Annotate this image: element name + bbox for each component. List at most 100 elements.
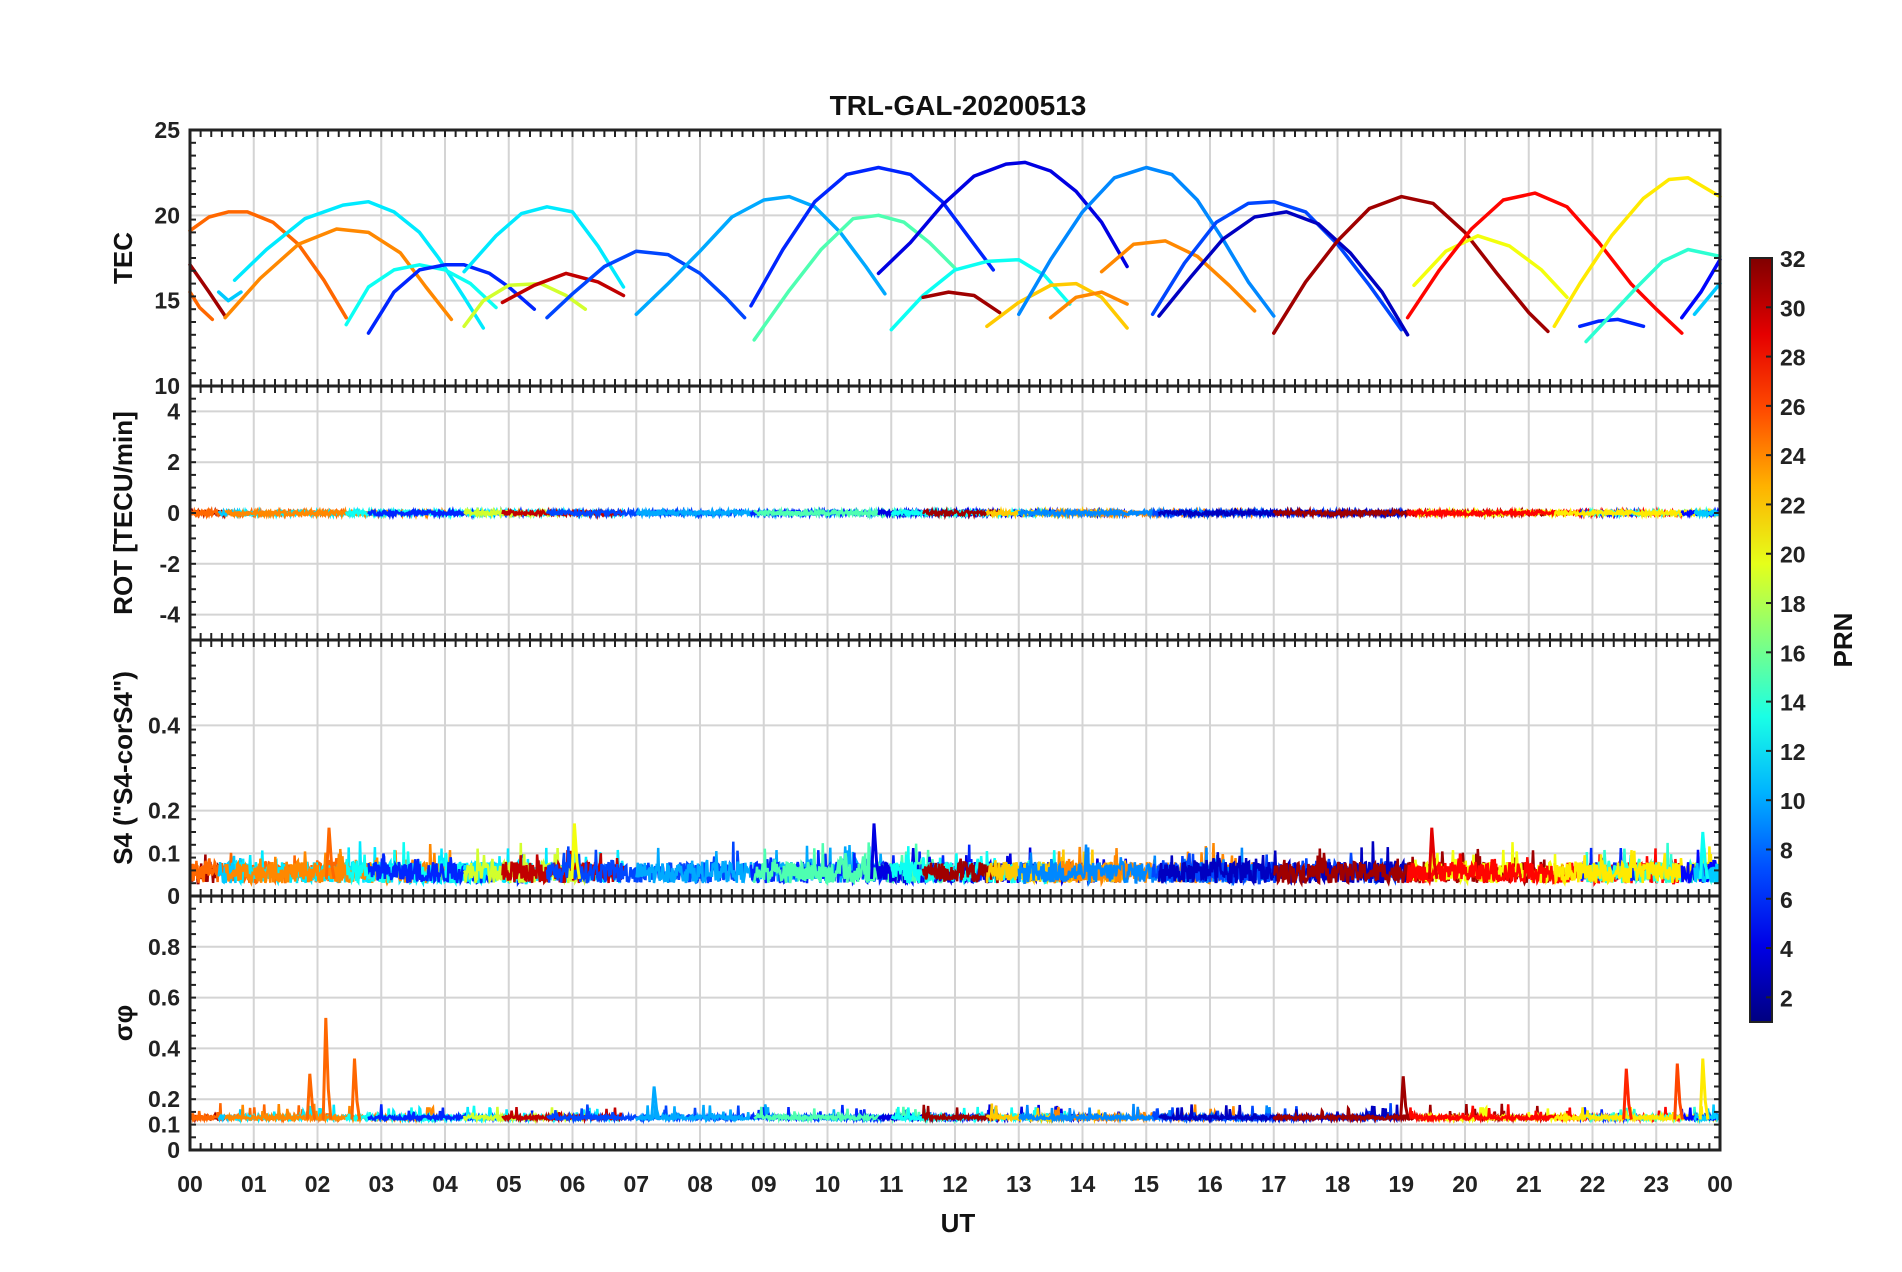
s4-series-prn-31 bbox=[921, 858, 1001, 884]
colorbar-tick-label: 14 bbox=[1780, 690, 1806, 716]
x-tick-label: 20 bbox=[1452, 1171, 1478, 1197]
sigma_phi-peak-prn-10 bbox=[650, 1086, 661, 1120]
panel-tec-data bbox=[188, 160, 1722, 344]
x-tick-label: 10 bbox=[815, 1171, 841, 1197]
y-tick-label: 0.1 bbox=[148, 1112, 180, 1138]
s4-peak-prn-25 bbox=[324, 827, 336, 880]
colorbar-label: PRN bbox=[1828, 613, 1858, 668]
y-tick-label: 0 bbox=[167, 883, 180, 909]
tec-series-prn-31 bbox=[1272, 194, 1550, 335]
panel-s4-data bbox=[188, 823, 1722, 888]
panel-rot-data bbox=[188, 505, 1722, 521]
x-tick-label: 22 bbox=[1580, 1171, 1606, 1197]
tec-series-prn-6 bbox=[366, 263, 537, 335]
colorbar-tick-label: 12 bbox=[1780, 739, 1806, 765]
y-tick-label: 0 bbox=[167, 1137, 180, 1163]
panel-sigma_phi-frame bbox=[188, 894, 1722, 1152]
x-tick-label: 08 bbox=[687, 1171, 713, 1197]
tec-series-prn-15 bbox=[752, 213, 957, 342]
y-tick-label: 15 bbox=[154, 288, 180, 314]
tec-series-prn-28 bbox=[1405, 191, 1684, 335]
x-tick-label: 19 bbox=[1388, 1171, 1414, 1197]
y-axis-label-tec: TEC bbox=[108, 232, 138, 284]
s4-series-prn-15 bbox=[752, 842, 957, 886]
tec-series-prn-10 bbox=[634, 194, 887, 317]
tec-series-prn-12 bbox=[232, 199, 486, 330]
y-tick-label: 4 bbox=[167, 398, 180, 424]
panel-sigma_phi-data bbox=[188, 1017, 1722, 1125]
sigma_phi-peak-prn-27 bbox=[1622, 1068, 1633, 1120]
x-tick-label: 00 bbox=[1707, 1171, 1733, 1197]
tec-series-prn-13 bbox=[889, 257, 1072, 332]
x-tick-label: 04 bbox=[432, 1171, 458, 1197]
tec-series-prn-6 bbox=[1578, 317, 1646, 329]
tec-series-prn-21 bbox=[1552, 176, 1722, 329]
s4-peak-prn-13 bbox=[1698, 831, 1710, 880]
x-tick-label: 05 bbox=[496, 1171, 522, 1197]
colorbar-gradient bbox=[1749, 257, 1773, 1023]
colorbar-tick-label: 20 bbox=[1780, 542, 1806, 568]
tec-series-prn-13 bbox=[344, 263, 498, 327]
tec-series-prn-30 bbox=[500, 271, 626, 305]
colorbar-tick-label: 6 bbox=[1780, 887, 1793, 913]
y-tick-label: 20 bbox=[154, 202, 180, 228]
tec-series-prn-12 bbox=[462, 205, 626, 289]
tec-series-prn-24 bbox=[1048, 290, 1129, 320]
s4-peak-prn-20 bbox=[570, 823, 581, 880]
tec-series-prn-25 bbox=[188, 210, 348, 320]
y-tick-label: 0.1 bbox=[148, 840, 180, 866]
tec-series-prn-22 bbox=[985, 281, 1129, 330]
s4-peak-prn-29 bbox=[1427, 827, 1439, 880]
sigma_phi-peak-prn-25 bbox=[350, 1058, 362, 1120]
x-tick-label: 02 bbox=[305, 1171, 331, 1197]
tec-series-prn-24 bbox=[223, 227, 454, 322]
colorbar-tick-label: 18 bbox=[1780, 591, 1806, 617]
y-axis-label-s4: S4 ("S4-corS4") bbox=[108, 671, 138, 865]
colorbar-tick-label: 24 bbox=[1780, 443, 1806, 469]
colorbar-tick-label: 10 bbox=[1780, 788, 1806, 814]
x-tick-label: 23 bbox=[1643, 1171, 1669, 1197]
colorbar-tick-label: 8 bbox=[1780, 837, 1793, 863]
panel-rot: -4 -2 0 2 4 ROT [TECU/min] bbox=[108, 384, 1722, 642]
sigma_phi-peak-prn-25 bbox=[321, 1017, 333, 1120]
panel-sigma_phi: 00.10.2 0.4 0.6 0.8 σφ bbox=[108, 894, 1722, 1163]
x-tick-label: 11 bbox=[879, 1171, 904, 1197]
tec-series-prn-7 bbox=[545, 249, 747, 320]
colorbar-tick-label: 16 bbox=[1780, 640, 1806, 666]
y-tick-label: 0.4 bbox=[148, 712, 180, 738]
x-tick-label: 18 bbox=[1325, 1171, 1351, 1197]
tec-series-prn-3 bbox=[1157, 210, 1410, 337]
panel-tec: 10 15 20 25 TEC bbox=[108, 117, 1722, 399]
tec-series-prn-24 bbox=[1099, 239, 1257, 313]
y-axis-label-sigma_phi: σφ bbox=[108, 1005, 138, 1041]
tec-series-prn-11 bbox=[216, 290, 243, 303]
x-axis: 00 01 02 03 04 05 06 07 08 09 10 11 12 13 14 15 16 17 18 19… bbox=[177, 1171, 1733, 1197]
y-tick-label: -2 bbox=[160, 551, 180, 577]
y-tick-label: 25 bbox=[154, 117, 180, 143]
x-tick-label: 07 bbox=[623, 1171, 649, 1197]
figure-title: TRL-GAL-20200513 bbox=[830, 90, 1087, 121]
colorbar-tick-label: 4 bbox=[1780, 936, 1793, 962]
tec-series-prn-7 bbox=[1150, 199, 1404, 332]
colorbar-tick-label: 2 bbox=[1780, 985, 1793, 1011]
tec-series-prn-11 bbox=[1692, 281, 1722, 317]
sigma_phi-peak-prn-25 bbox=[305, 1073, 317, 1120]
x-tick-label: 17 bbox=[1261, 1171, 1287, 1197]
x-tick-label: 03 bbox=[368, 1171, 394, 1197]
x-tick-label: 13 bbox=[1006, 1171, 1032, 1197]
panel-s4: 0 0.1 0.2 0.4 S4 ("S4-corS4") bbox=[108, 638, 1722, 909]
x-tick-label: 16 bbox=[1197, 1171, 1223, 1197]
colorbar-tick-label: 26 bbox=[1780, 394, 1806, 420]
sigma_phi-peak-prn-26 bbox=[1673, 1063, 1684, 1120]
x-tick-label: 14 bbox=[1070, 1171, 1096, 1197]
y-tick-label: 10 bbox=[154, 373, 180, 399]
colorbar-tick-label: 28 bbox=[1780, 345, 1806, 371]
y-tick-label: 0 bbox=[167, 500, 180, 526]
x-tick-label: 12 bbox=[942, 1171, 968, 1197]
y-axis-label-rot: ROT [TECU/min] bbox=[108, 411, 138, 615]
x-tick-label: 00 bbox=[177, 1171, 203, 1197]
x-tick-label: 21 bbox=[1516, 1171, 1542, 1197]
